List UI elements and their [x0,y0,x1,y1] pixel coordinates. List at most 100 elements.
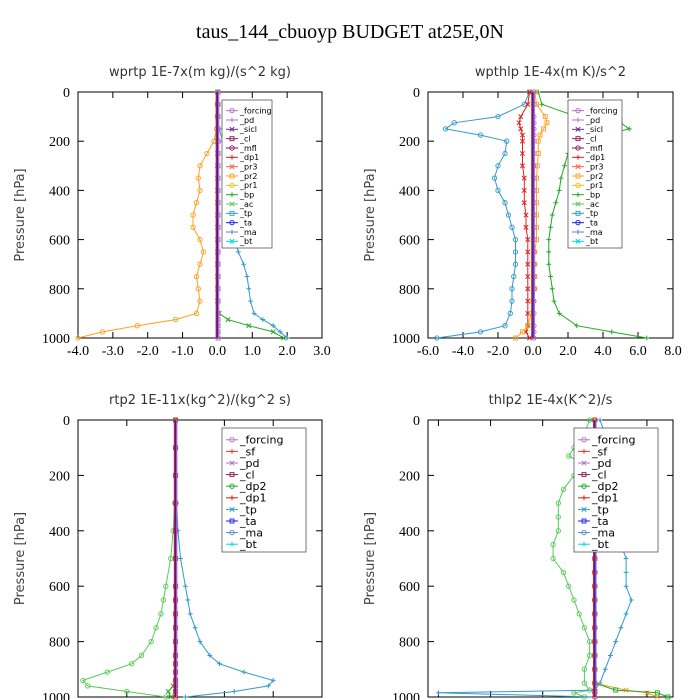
data-point [124,688,130,695]
data-point [182,694,188,700]
legend-marker [229,173,235,179]
x-tick-label: 0.0 [524,344,542,359]
data-point [526,89,533,95]
data-point [549,212,555,218]
data-point [546,249,552,255]
legend-marker [575,145,581,151]
data-point [200,249,207,255]
data-point [495,163,501,169]
data-point [153,625,159,631]
x-tick-label: -6.0 [417,344,439,359]
data-point [241,669,247,675]
y-axis-label: Pressure [hPa] [13,168,28,261]
legend-marker [581,495,587,501]
y-tick-label: 1000 [392,332,420,347]
legend-label: _pr2 [239,172,257,181]
x-tick-label: -2.0 [487,344,509,359]
plot-frame [427,419,674,698]
data-point [193,273,200,280]
data-point [553,200,559,206]
y-tick-label: 200 [399,135,420,150]
data-point [270,323,276,329]
data-point [491,175,498,181]
data-point [504,138,510,144]
data-point [197,298,203,304]
data-point [138,652,145,659]
legend-label: _pd [585,116,600,125]
data-point [477,329,484,335]
data-point [566,583,572,589]
data-point [104,669,110,675]
data-point [549,286,555,292]
x-tick-label: 6.0 [629,344,647,359]
data-point [442,126,449,132]
legend-label: _tp [239,503,257,516]
legend-marker [229,136,235,142]
plot-frame [77,91,323,339]
data-point [581,680,588,686]
data-point [168,694,174,700]
legend-marker [575,220,581,226]
data-point [197,163,203,169]
data-point [586,417,593,423]
panel-title: rtp2 1E-11x(kg^2)/(kg^2 s) [109,393,291,408]
legend-label: _ta [585,218,598,227]
data-point [225,316,231,323]
legend-label: _dp1 [239,492,266,505]
data-point [623,556,629,561]
series-line [436,91,530,339]
legend-marker [229,472,235,478]
data-point [197,187,203,194]
data-point [284,335,290,341]
legend-label: _ac [585,200,599,209]
data-point [512,236,519,243]
data-point [195,286,201,292]
legend-label: _cl [585,134,597,143]
data-point [520,329,525,335]
data-point [654,694,660,700]
data-point [241,261,246,267]
data-point [509,224,515,230]
data-point [555,528,561,534]
data-point [207,653,213,658]
legend-marker [575,238,581,244]
x-tick-label: 3.0 [313,344,331,359]
data-point [555,500,561,506]
data-point [160,597,167,603]
legend-label: _cl [239,134,251,143]
data-point [556,188,562,193]
legend-label: _pr2 [585,172,603,181]
legend-marker [229,117,235,123]
data-point [539,101,545,107]
legend-marker [229,437,235,443]
legend-marker [229,220,235,226]
data-point [566,453,572,459]
data-point [623,583,629,589]
data-point [555,514,561,520]
data-point [521,200,527,206]
legend-label: _pd [591,457,611,470]
data-point [85,683,91,689]
legend-marker [229,126,235,132]
data-point [182,583,188,589]
legend-label: _forcing [239,106,272,115]
data-point [644,335,650,341]
chart-panel: wprtp 1E-7x(m kg)/(s^2 kg) Pressure [hPa]… [13,65,331,359]
series-line [537,91,647,339]
legend-label: _cl [591,468,607,481]
data-point [509,286,515,292]
data-point [544,120,550,126]
legend-label: _mfl [239,144,257,153]
data-point [537,132,543,138]
y-tick-label: 400 [49,184,70,199]
data-point [613,687,619,693]
data-point [192,625,198,631]
data-point [574,323,580,329]
y-tick-label: 800 [49,283,70,298]
data-point [451,120,457,126]
data-point [541,126,546,132]
data-point [195,175,201,181]
legend-label: _bt [239,237,252,246]
legend-label: _pd [239,116,254,125]
legend-marker [229,506,235,512]
